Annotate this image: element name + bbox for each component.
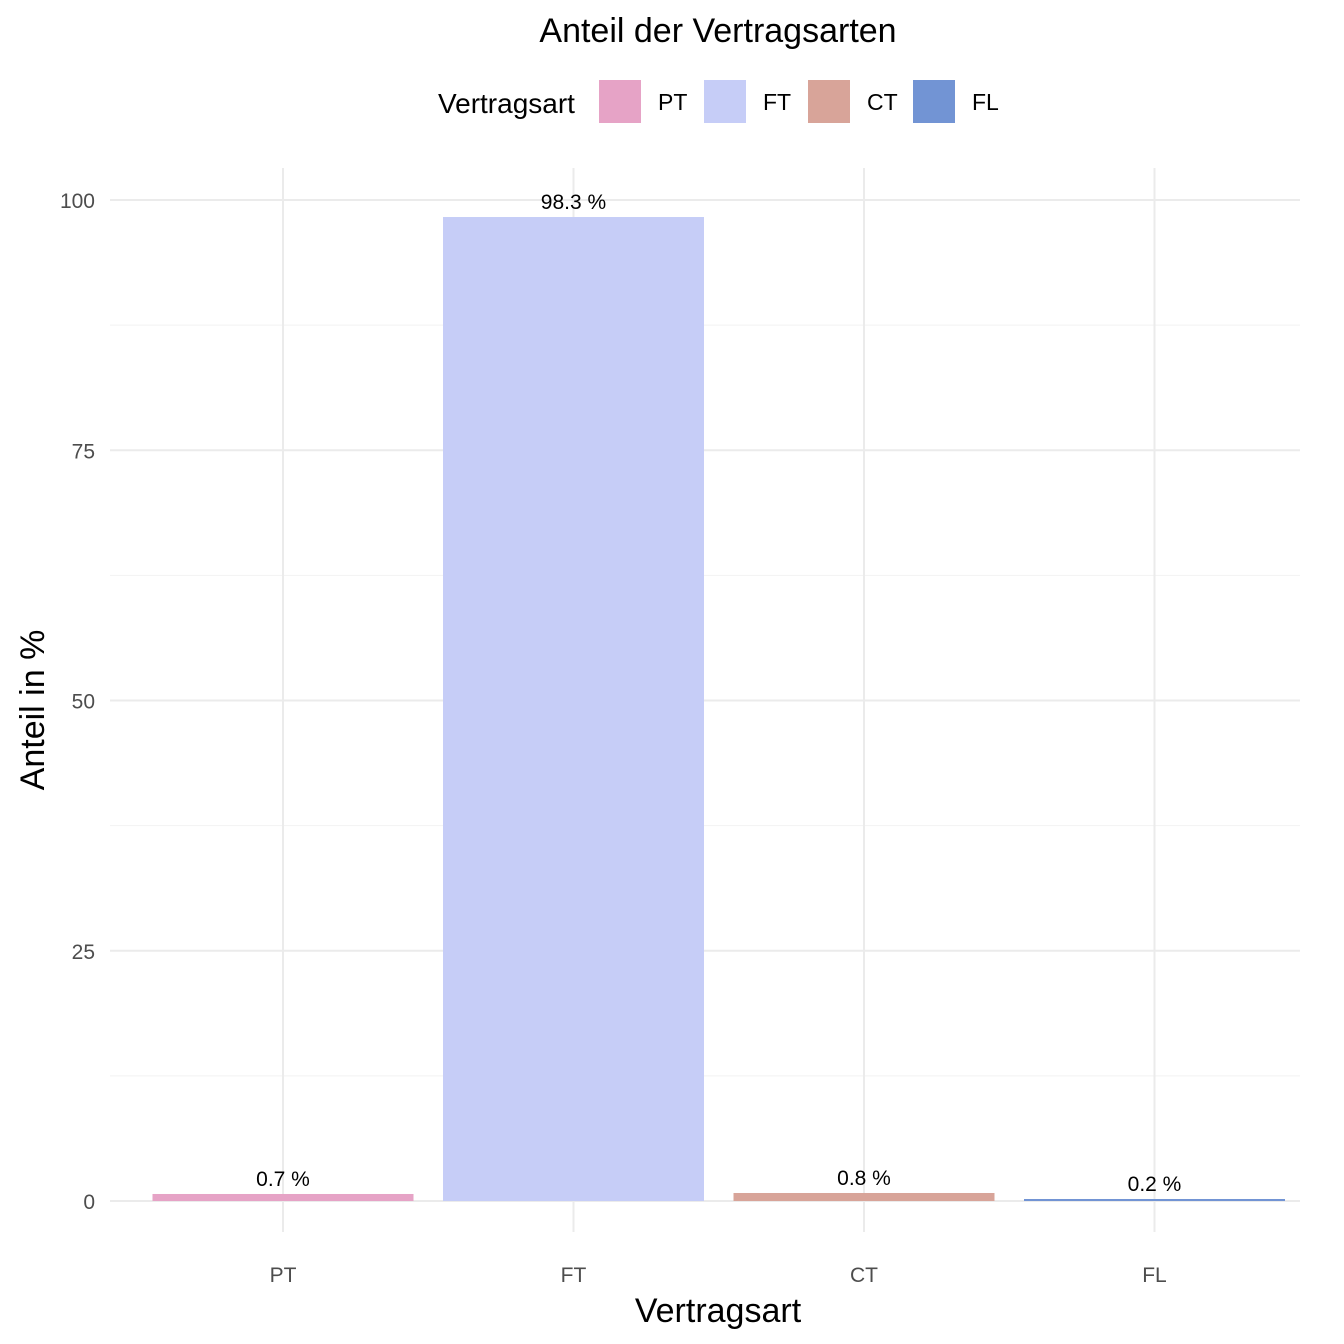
x-tick-label: PT [270, 1264, 297, 1287]
legend-key-pt [599, 80, 641, 123]
bar-fl [1024, 1198, 1285, 1201]
x-tick-label: FL [1142, 1264, 1167, 1287]
data-label-ft: 98.3 % [541, 191, 606, 214]
y-tick-label: 50 [72, 691, 95, 714]
y-axis-title: Anteil in % [14, 630, 52, 791]
bars [152, 217, 1285, 1202]
bar-ft [443, 217, 704, 1202]
legend-key-fl [913, 80, 955, 123]
legend-key-ft [704, 80, 746, 123]
legend: Vertragsart PT FT CT FL [438, 80, 999, 123]
data-label-fl: 0.2 % [1128, 1173, 1182, 1196]
y-axis-ticks: 0 25 50 75 100 [60, 190, 95, 1214]
x-tick-label: FT [561, 1264, 587, 1287]
y-tick-label: 100 [60, 190, 95, 213]
legend-label-fl: FL [972, 89, 999, 115]
legend-label-ft: FT [763, 89, 791, 115]
bar-pt [152, 1193, 414, 1201]
data-label-pt: 0.7 % [256, 1168, 310, 1191]
data-label-ct: 0.8 % [837, 1167, 891, 1190]
y-tick-label: 25 [72, 941, 95, 964]
legend-key-ct [808, 80, 850, 123]
y-tick-label: 0 [83, 1191, 95, 1214]
chart-title: Anteil der Vertragsarten [539, 12, 896, 50]
x-tick-label: CT [850, 1264, 878, 1287]
grid [110, 168, 1300, 1232]
data-labels: 0.7 % 98.3 % 0.8 % 0.2 % [256, 191, 1181, 1196]
legend-label-ct: CT [867, 89, 898, 115]
legend-title: Vertragsart [438, 88, 575, 119]
legend-label-pt: PT [658, 89, 687, 115]
bar-ct [733, 1192, 995, 1201]
x-axis-title: Vertragsart [635, 1292, 802, 1330]
x-axis-ticks: PT FT CT FL [270, 1264, 1167, 1287]
y-tick-label: 75 [72, 440, 95, 463]
